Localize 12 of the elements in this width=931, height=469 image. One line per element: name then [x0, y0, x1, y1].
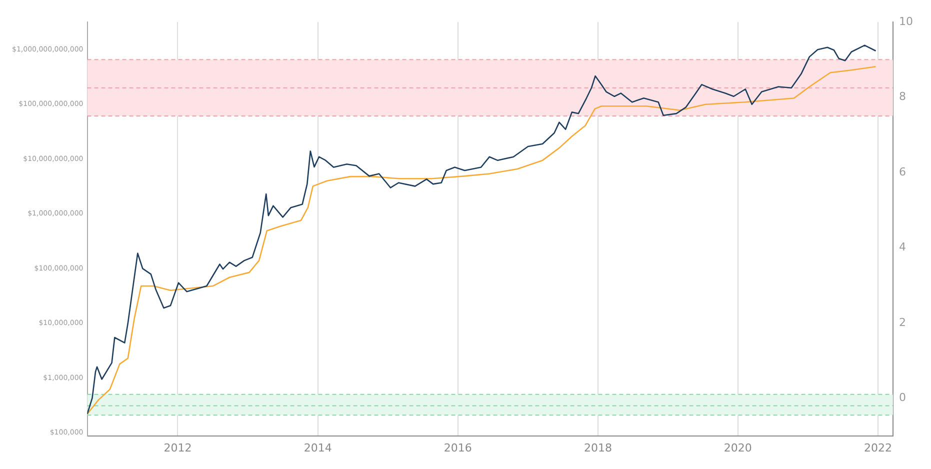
y2-tick-label: 6 [899, 165, 906, 178]
y2-tick-label: 0 [899, 391, 906, 404]
x-tick-label: 2018 [584, 441, 612, 454]
x-tick-label: 2014 [304, 441, 332, 454]
y2-tick-label: 4 [899, 240, 906, 254]
y2-tick-label: 8 [899, 90, 906, 104]
y2-tick-label: 10 [899, 14, 914, 28]
y2-tick-label: 2 [899, 316, 906, 329]
x-tick-label: 2016 [444, 441, 472, 454]
x-tick-label: 2012 [164, 441, 192, 454]
x-tick-label: 2022 [864, 441, 892, 454]
x-tick-label: 2020 [724, 441, 752, 454]
